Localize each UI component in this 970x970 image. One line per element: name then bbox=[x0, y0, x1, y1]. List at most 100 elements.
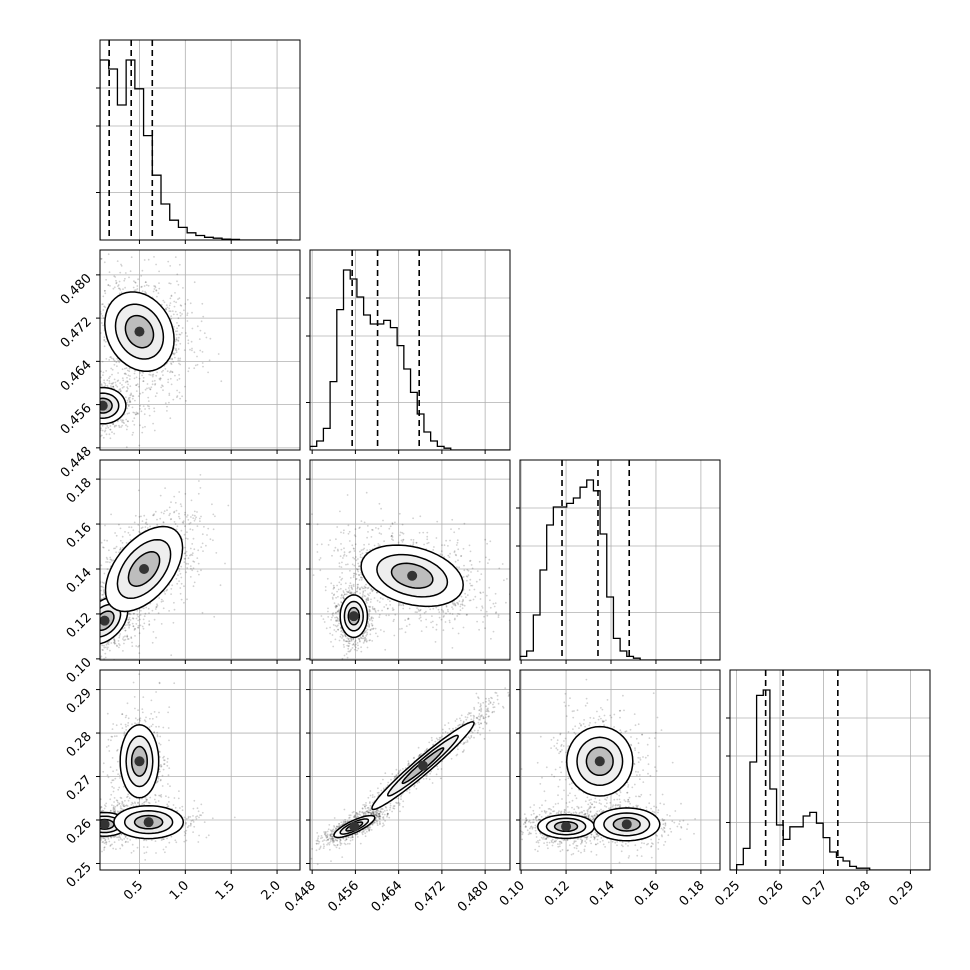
sample-point bbox=[191, 349, 193, 352]
sample-point bbox=[459, 609, 462, 611]
sample-point bbox=[174, 292, 176, 294]
sample-point bbox=[112, 423, 115, 426]
sample-point bbox=[131, 395, 134, 397]
sample-point bbox=[187, 563, 190, 565]
sample-point bbox=[86, 382, 88, 384]
sample-point bbox=[341, 572, 343, 574]
sample-point bbox=[95, 406, 97, 408]
sample-point bbox=[161, 384, 163, 387]
sample-point bbox=[350, 586, 353, 589]
sample-point bbox=[113, 432, 116, 435]
sample-point bbox=[103, 289, 106, 292]
sample-point bbox=[87, 645, 89, 647]
sample-point bbox=[336, 619, 338, 622]
sample-point bbox=[184, 493, 187, 495]
sample-point bbox=[180, 582, 183, 585]
sample-point bbox=[141, 285, 143, 288]
sample-point bbox=[81, 642, 83, 644]
sample-point bbox=[135, 623, 138, 625]
sample-point bbox=[185, 537, 187, 540]
sample-point bbox=[426, 535, 429, 538]
sample-point bbox=[72, 314, 74, 316]
sample-point bbox=[181, 395, 184, 398]
sample-point bbox=[196, 363, 199, 366]
sample-point bbox=[343, 529, 345, 532]
sample-point bbox=[86, 397, 88, 399]
sample-point bbox=[483, 615, 485, 618]
sample-point bbox=[135, 384, 138, 386]
sample-point bbox=[95, 622, 97, 624]
sample-point bbox=[460, 555, 462, 557]
sample-point bbox=[209, 538, 212, 541]
sample-point bbox=[63, 400, 65, 402]
sample-point bbox=[373, 597, 376, 599]
sample-point bbox=[338, 604, 341, 607]
sample-point bbox=[361, 576, 364, 579]
sample-point bbox=[92, 264, 94, 266]
sample-point bbox=[158, 597, 161, 599]
sample-point bbox=[88, 427, 90, 429]
sample-point bbox=[176, 322, 178, 324]
sample-point bbox=[96, 410, 98, 412]
sample-point bbox=[98, 411, 100, 413]
sample-point bbox=[92, 614, 94, 616]
sample-point bbox=[108, 549, 110, 552]
sample-point bbox=[456, 566, 458, 569]
sample-point bbox=[213, 615, 216, 618]
sample-point bbox=[124, 381, 127, 384]
sample-point bbox=[119, 548, 122, 551]
sample-point bbox=[173, 305, 176, 308]
sample-point bbox=[195, 516, 198, 519]
sample-point bbox=[470, 564, 473, 566]
sample-point bbox=[334, 612, 337, 614]
sample-point bbox=[142, 376, 145, 379]
sample-point bbox=[89, 434, 91, 436]
sample-point bbox=[96, 316, 98, 318]
sample-point bbox=[458, 600, 461, 602]
sample-point bbox=[104, 384, 107, 387]
sample-point bbox=[127, 404, 130, 407]
sample-point bbox=[90, 626, 92, 628]
sample-point bbox=[358, 565, 360, 568]
sample-point bbox=[121, 535, 124, 538]
sample-point bbox=[94, 419, 96, 421]
sample-point bbox=[136, 613, 139, 616]
sample-point bbox=[95, 642, 97, 644]
sample-point bbox=[172, 398, 175, 401]
sample-point bbox=[137, 385, 140, 388]
sample-point bbox=[155, 289, 158, 292]
sample-point bbox=[147, 400, 150, 402]
sample-point bbox=[68, 407, 70, 409]
sample-point bbox=[131, 397, 134, 400]
sample-point bbox=[115, 384, 117, 387]
sample-point bbox=[438, 611, 441, 613]
sample-point bbox=[220, 380, 223, 383]
sample-point bbox=[193, 561, 196, 563]
sample-point bbox=[90, 628, 92, 630]
sample-point bbox=[154, 383, 156, 386]
sample-point bbox=[377, 527, 380, 530]
sample-point bbox=[85, 600, 87, 602]
sample-point bbox=[86, 398, 88, 400]
sample-point bbox=[137, 395, 140, 397]
sample-point bbox=[108, 640, 110, 643]
sample-point bbox=[359, 588, 361, 591]
sample-point bbox=[454, 604, 457, 607]
sample-point bbox=[72, 615, 74, 617]
sample-point bbox=[85, 558, 87, 560]
sample-point bbox=[344, 635, 347, 637]
sample-point bbox=[65, 399, 67, 401]
sample-point bbox=[154, 510, 157, 513]
sample-point bbox=[74, 394, 76, 396]
sample-point bbox=[402, 538, 405, 541]
sample-point bbox=[132, 411, 135, 414]
sample-point bbox=[340, 531, 342, 534]
sample-point bbox=[168, 304, 171, 307]
sample-point bbox=[189, 528, 192, 531]
sample-point bbox=[109, 561, 111, 564]
sample-point bbox=[365, 583, 367, 586]
sample-point bbox=[173, 608, 176, 611]
density-core bbox=[100, 400, 108, 411]
sample-point bbox=[92, 342, 94, 344]
sample-point bbox=[349, 577, 352, 579]
